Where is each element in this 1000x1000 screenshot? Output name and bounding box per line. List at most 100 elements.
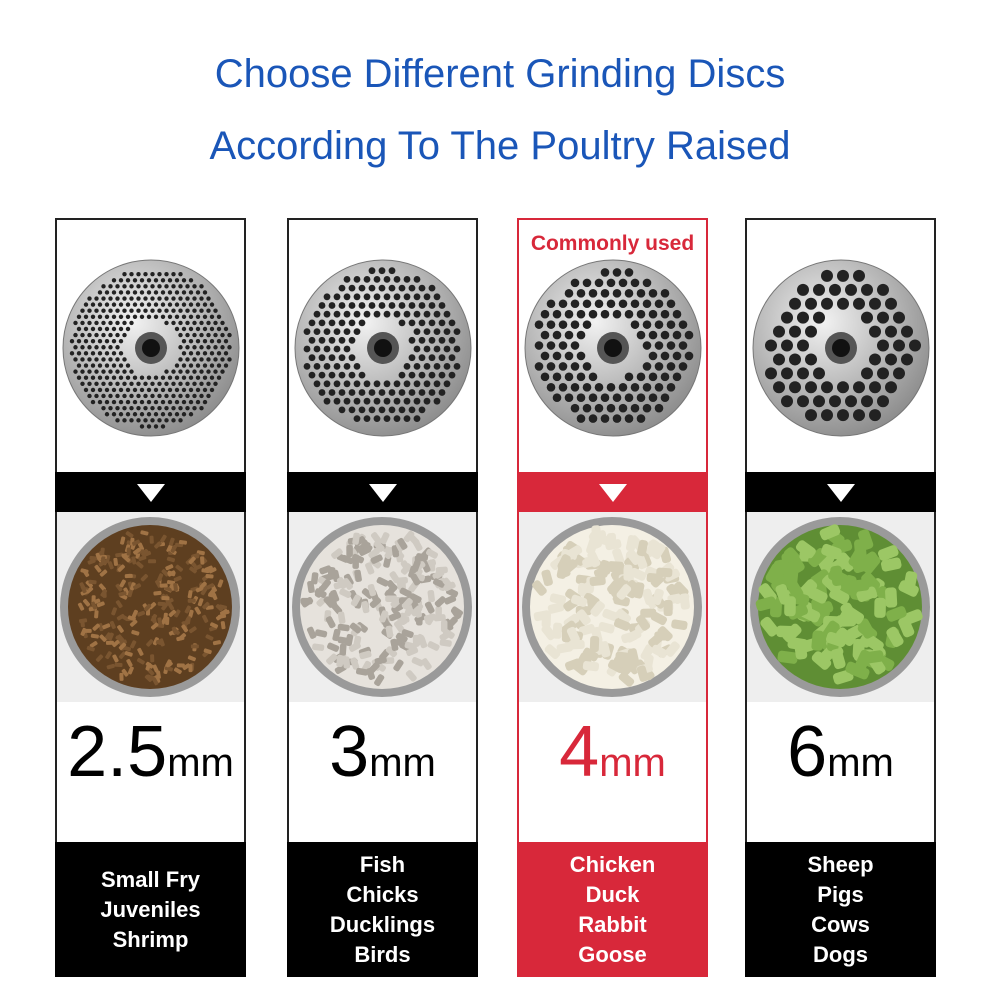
disc-hole (108, 284, 113, 289)
disc-hole (188, 412, 194, 417)
disc-hole (624, 393, 634, 403)
disc-hole (448, 371, 456, 379)
disc-hole (323, 397, 331, 405)
pellet (415, 553, 429, 561)
disc-hole (125, 278, 131, 283)
disc-hole (202, 290, 208, 295)
pellet (203, 648, 212, 655)
pellet (602, 608, 619, 622)
disc-hole (805, 353, 817, 366)
animal-list: Fish Chicks Ducklings Birds (287, 842, 478, 977)
disc-hole (181, 326, 187, 332)
disc-hole (181, 387, 187, 393)
pellet (320, 579, 332, 591)
animal: Chicks (346, 881, 419, 907)
pellet (178, 633, 187, 641)
disc-hole (338, 336, 346, 344)
disc-hole (178, 345, 183, 350)
pellet (351, 553, 365, 564)
disc-hole (438, 371, 446, 379)
pellet (325, 616, 336, 629)
disc-hole (318, 354, 326, 362)
disc-hole (308, 319, 316, 327)
disc-hole (368, 302, 376, 309)
pellet (188, 664, 193, 673)
disc-hole (642, 299, 652, 309)
disc-hole (125, 399, 131, 405)
disc-hole (136, 271, 141, 277)
disc-hole (136, 284, 141, 289)
arrow (599, 484, 627, 502)
disc-hole (146, 278, 152, 283)
disc-hole (343, 310, 351, 318)
pellet (393, 620, 405, 633)
disc-hole (546, 341, 556, 350)
pellet (161, 602, 169, 611)
disc-hole (338, 319, 346, 327)
disc-hole (216, 375, 222, 380)
disc-hole (97, 314, 103, 320)
pellet (161, 569, 169, 577)
pellet (443, 595, 457, 605)
disc-hole (600, 268, 610, 277)
disc-hole (877, 283, 889, 296)
pellet (115, 600, 123, 609)
disc-hole (209, 314, 215, 320)
pellet (349, 622, 362, 634)
disc-hole (558, 382, 568, 392)
disc-hole (80, 357, 85, 362)
disc-hole (630, 278, 640, 288)
disc-hole (216, 363, 222, 368)
pellet (77, 602, 85, 611)
pellet (119, 579, 126, 588)
pellet (582, 647, 599, 662)
disc-hole (104, 351, 110, 356)
disc-hole (101, 320, 106, 326)
pellet (633, 582, 645, 599)
disc-hole (143, 284, 148, 289)
disc-hole (582, 382, 592, 392)
disc-hole (90, 338, 96, 344)
disc-hole (318, 319, 326, 327)
pellet (117, 634, 125, 642)
disc-hole (164, 405, 169, 411)
disc-hole (111, 387, 117, 393)
pellet (107, 632, 114, 641)
pellet (217, 613, 227, 619)
disc-hole (94, 296, 99, 301)
disc-hole (853, 409, 865, 422)
pellet (615, 651, 632, 662)
disc-hole (642, 341, 652, 350)
disc-hole (418, 371, 426, 379)
disc-hole (122, 405, 127, 411)
disc-hole (393, 276, 401, 283)
disc-hole (570, 403, 580, 413)
disc-hole (122, 284, 127, 289)
disc-hole (576, 393, 586, 403)
disc-hole (227, 345, 232, 350)
pellet (188, 609, 194, 618)
disc-hole (171, 308, 176, 313)
disc-hole (383, 380, 391, 388)
disc-hole (108, 369, 113, 374)
pellet (167, 570, 176, 577)
disc-hole (160, 387, 166, 393)
disc-hole (666, 382, 676, 392)
disc-hole (373, 310, 381, 318)
disc-hole (328, 319, 336, 327)
pellet (857, 618, 875, 639)
disc-hole (178, 405, 183, 411)
disc-hole (308, 336, 316, 344)
pellet (104, 632, 112, 641)
disc-hole (453, 328, 461, 335)
pellet (92, 623, 100, 631)
pellet (118, 642, 127, 650)
disc-hole (678, 320, 688, 329)
disc-hole (797, 339, 809, 352)
disc-hole (443, 345, 451, 353)
disc-hole (202, 399, 208, 405)
disc-hole (171, 418, 176, 423)
disc-hole (111, 314, 117, 320)
arrow (369, 484, 397, 502)
disc-hole (185, 381, 190, 386)
